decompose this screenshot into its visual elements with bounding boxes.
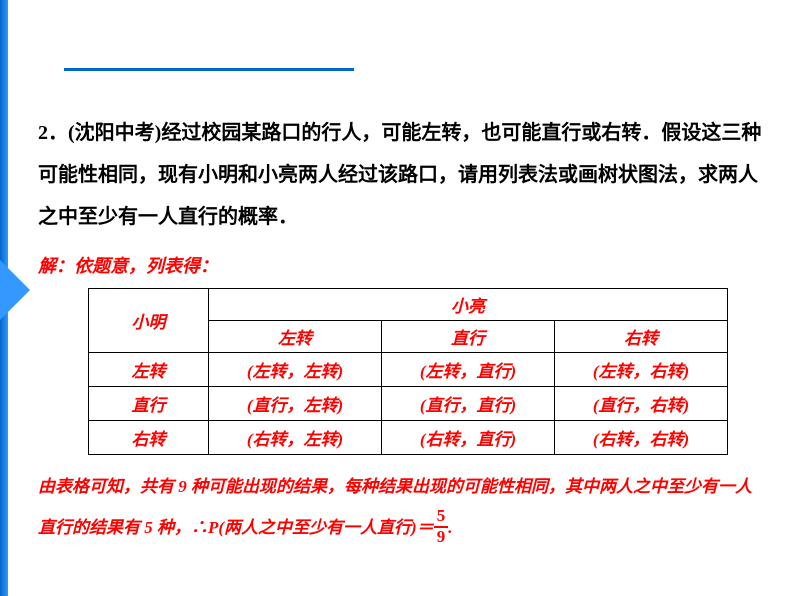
table-cell: (右转，直行) [382, 421, 555, 455]
conclusion-end: . [448, 518, 452, 537]
fraction-numerator: 5 [434, 507, 449, 528]
row-label: 左转 [89, 353, 209, 387]
table-header-row: 小明 小亮 [89, 289, 728, 321]
outcome-table-wrap: 小明 小亮 左转 直行 右转 左转 (左转，左转) (左转，直行) (左转，右转… [88, 288, 728, 455]
col-label: 左转 [209, 321, 382, 353]
table-cell: (左转，右转) [555, 353, 728, 387]
table-cell: (右转，右转) [555, 421, 728, 455]
table-cell: (左转，左转) [209, 353, 382, 387]
table-cell: (直行，右转) [555, 387, 728, 421]
outcome-table: 小明 小亮 左转 直行 右转 左转 (左转，左转) (左转，直行) (左转，右转… [88, 288, 728, 455]
table-row: 直行 (直行，左转) (直行，直行) (直行，右转) [89, 387, 728, 421]
question-text: 2．(沈阳中考)经过校园某路口的行人，可能左转，也可能直行或右转．假设这三种可能… [38, 112, 768, 238]
content-area: 2．(沈阳中考)经过校园某路口的行人，可能左转，也可能直行或右转．假设这三种可能… [38, 112, 768, 549]
left-triangle-icon [0, 260, 30, 320]
fraction-denominator: 9 [434, 528, 449, 547]
solution-conclusion: 由表格可知，共有 9 种可能出现的结果，每种结果出现的可能性相同，其中两人之中至… [38, 467, 768, 549]
top-underline [64, 68, 354, 71]
question-number: 2． [38, 122, 68, 144]
solution-intro: 解：依题意，列表得： [38, 252, 768, 278]
table-cell: (右转，左转) [209, 421, 382, 455]
col-label: 直行 [382, 321, 555, 353]
table-row: 右转 (右转，左转) (右转，直行) (右转，右转) [89, 421, 728, 455]
probability-expr: P(两人之中至少有一人直行)＝ [208, 518, 434, 537]
col-label: 右转 [555, 321, 728, 353]
question-source: (沈阳中考) [68, 122, 161, 144]
table-cell: (直行，直行) [382, 387, 555, 421]
table-cell: (左转，直行) [382, 353, 555, 387]
table-cell: (直行，左转) [209, 387, 382, 421]
col-header: 小亮 [209, 289, 728, 321]
row-header: 小明 [89, 289, 209, 353]
fraction: 59 [434, 507, 449, 546]
row-label: 直行 [89, 387, 209, 421]
table-row: 左转 (左转，左转) (左转，直行) (左转，右转) [89, 353, 728, 387]
row-label: 右转 [89, 421, 209, 455]
